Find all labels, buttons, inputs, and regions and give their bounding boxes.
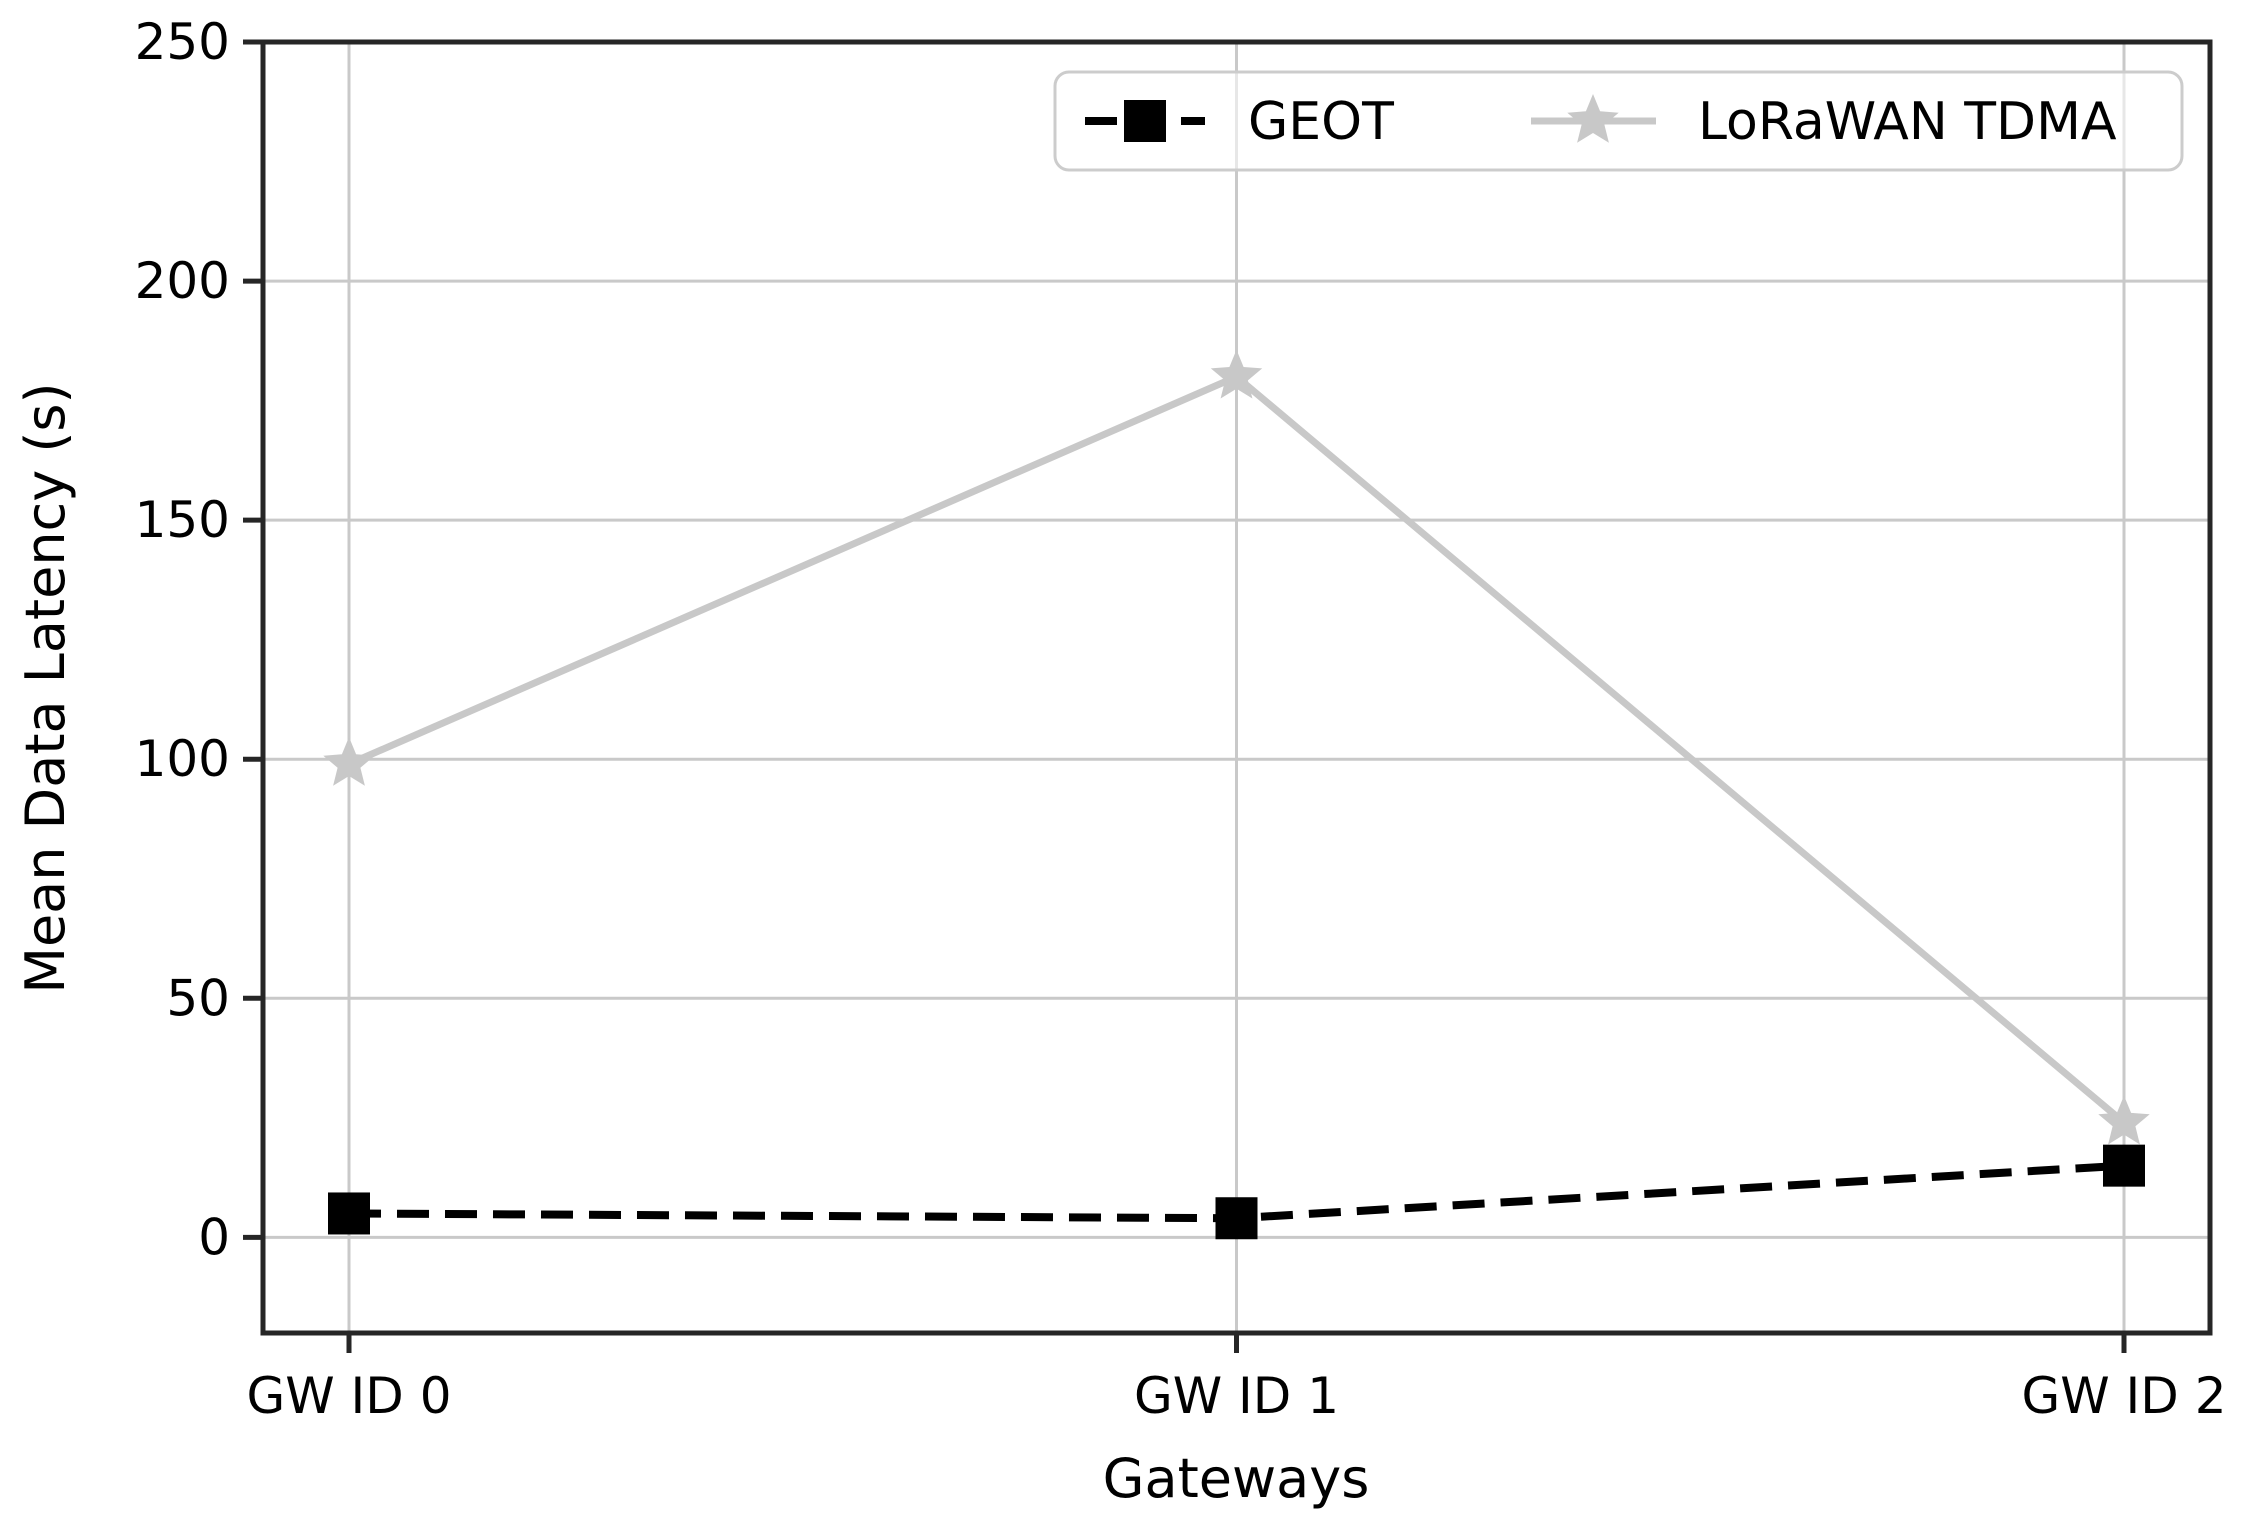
x-tick-label: GW ID 0 xyxy=(246,1367,451,1425)
legend: GEOT LoRaWAN TDMA xyxy=(1053,70,2184,172)
series-LoRaWAN-TDMA-marker xyxy=(323,737,375,786)
x-tick-label: GW ID 1 xyxy=(1134,1367,1339,1425)
series-GEOT-marker xyxy=(328,1192,370,1235)
y-tick-label: 100 xyxy=(135,730,230,788)
series-LoRaWAN-TDMA-marker xyxy=(2098,1095,2150,1145)
x-axis-label: Gateways xyxy=(1103,1447,1370,1510)
y-tick-label: 0 xyxy=(198,1208,230,1266)
legend-star-marker-icon xyxy=(1567,94,1619,143)
y-tick-label: 250 xyxy=(135,13,230,71)
y-axis-label: Mean Data Latency (s) xyxy=(14,382,77,993)
legend-item-LoRaWAN-TDMA: LoRaWAN TDMA xyxy=(1531,92,2117,152)
series-LoRaWAN-TDMA-marker xyxy=(1210,349,1263,399)
legend-label: LoRaWAN TDMA xyxy=(1698,92,2117,152)
legend-label: GEOT xyxy=(1248,92,1394,152)
x-tick-label: GW ID 2 xyxy=(2021,1367,2226,1425)
legend-item-GEOT: GEOT xyxy=(1085,92,1394,152)
y-tick-label: 150 xyxy=(135,491,230,549)
legend-square-marker-icon xyxy=(1124,100,1166,142)
y-tick-label: 200 xyxy=(135,252,230,310)
series-GEOT-marker xyxy=(1215,1197,1258,1240)
y-tick-label: 50 xyxy=(166,969,230,1027)
series-GEOT-marker xyxy=(2103,1144,2145,1187)
